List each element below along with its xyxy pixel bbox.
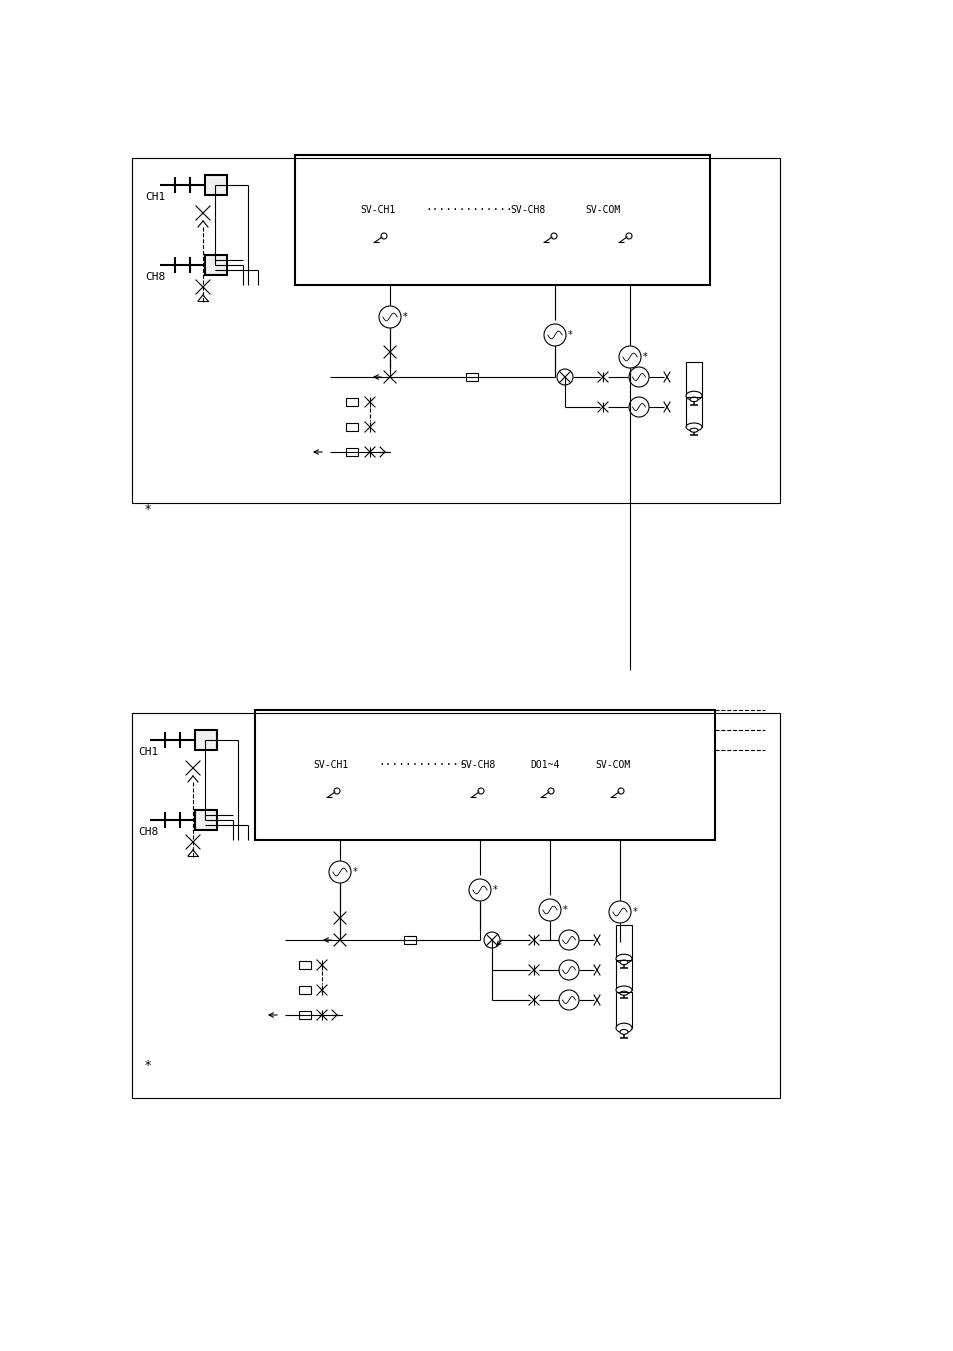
- Bar: [194, 730, 216, 750]
- Ellipse shape: [685, 392, 701, 400]
- Text: SV-CH1: SV-CH1: [313, 761, 348, 770]
- Bar: [205, 255, 227, 276]
- Text: SV-CH8: SV-CH8: [459, 761, 495, 770]
- Bar: [205, 176, 227, 195]
- Bar: [346, 449, 357, 457]
- Ellipse shape: [685, 423, 701, 431]
- Text: SV-CH1: SV-CH1: [359, 205, 395, 215]
- Text: CH8: CH8: [138, 827, 158, 838]
- Bar: [132, 713, 780, 1098]
- Text: *: *: [145, 1058, 152, 1071]
- Bar: [616, 961, 631, 990]
- Text: CH1: CH1: [138, 747, 158, 757]
- Text: *: *: [562, 905, 567, 915]
- Ellipse shape: [616, 1023, 631, 1032]
- Text: SV-CH8: SV-CH8: [510, 205, 545, 215]
- Bar: [298, 1011, 311, 1019]
- Ellipse shape: [619, 961, 627, 965]
- Bar: [194, 811, 216, 830]
- Text: ·············: ·············: [377, 761, 465, 770]
- Text: CH8: CH8: [145, 272, 165, 282]
- Text: *: *: [633, 907, 638, 917]
- Ellipse shape: [619, 1029, 627, 1035]
- Text: SV-COM: SV-COM: [595, 761, 630, 770]
- Text: ·············: ·············: [424, 205, 512, 215]
- Ellipse shape: [689, 397, 698, 401]
- Bar: [298, 961, 311, 969]
- Text: *: *: [642, 353, 647, 362]
- Ellipse shape: [619, 992, 627, 996]
- Bar: [616, 925, 631, 959]
- Bar: [346, 399, 357, 407]
- Text: *: *: [402, 312, 407, 322]
- Bar: [346, 423, 357, 431]
- Bar: [403, 936, 416, 944]
- Bar: [685, 362, 701, 396]
- Text: *: *: [145, 504, 152, 516]
- Text: DO1~4: DO1~4: [530, 761, 558, 770]
- Bar: [132, 158, 780, 503]
- Ellipse shape: [616, 986, 631, 994]
- Bar: [465, 373, 477, 381]
- Text: *: *: [567, 330, 572, 340]
- Bar: [254, 711, 714, 840]
- Bar: [685, 397, 701, 427]
- Text: *: *: [493, 885, 497, 894]
- Text: CH1: CH1: [145, 192, 165, 203]
- Ellipse shape: [616, 954, 631, 963]
- Bar: [294, 155, 709, 285]
- Text: SV-COM: SV-COM: [584, 205, 619, 215]
- Text: *: *: [353, 867, 357, 877]
- Bar: [616, 992, 631, 1028]
- Bar: [298, 986, 311, 994]
- Ellipse shape: [689, 428, 698, 432]
